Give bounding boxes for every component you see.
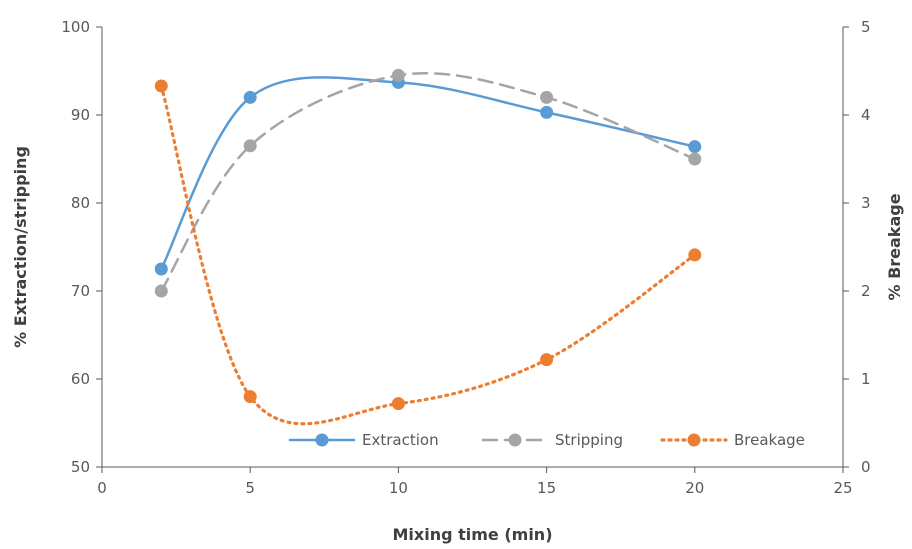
- data-point-breakage: [154, 79, 168, 93]
- y-tick-label: 80: [71, 194, 90, 212]
- data-point-stripping: [391, 68, 405, 82]
- x-tick-label: 25: [833, 479, 852, 497]
- data-point-stripping: [540, 90, 554, 104]
- y-tick-label: 60: [71, 370, 90, 388]
- y-tick-label: 100: [61, 18, 90, 36]
- series-breakage: [154, 79, 702, 426]
- data-point-breakage: [540, 353, 554, 367]
- y2-tick-label: 2: [861, 282, 871, 300]
- legend: Extraction Stripping Breakage: [288, 431, 805, 449]
- data-point-extraction: [688, 140, 702, 154]
- axes: 0 5 10 15 20 25 50 60 70 80 90 100 0 1 2 3 4 5: [61, 18, 870, 497]
- data-point-stripping: [154, 284, 168, 298]
- legend-entry-breakage: Breakage: [660, 431, 805, 449]
- x-tick-label: 10: [389, 479, 408, 497]
- y-tick-label: 50: [71, 458, 90, 476]
- legend-swatch-marker: [315, 433, 329, 447]
- data-point-extraction: [243, 90, 257, 104]
- y2-tick-label: 3: [861, 194, 871, 212]
- y2-axis-title: % Breakage: [885, 193, 904, 300]
- y2-tick-label: 1: [861, 370, 871, 388]
- legend-label: Stripping: [555, 431, 623, 449]
- x-tick-label: 15: [537, 479, 556, 497]
- legend-swatch-marker: [687, 433, 701, 447]
- series-stripping: [154, 68, 702, 298]
- data-point-breakage: [243, 390, 257, 404]
- series-layer: [154, 68, 702, 426]
- y-axis-title: % Extraction/stripping: [11, 146, 30, 348]
- x-tick-label: 0: [97, 479, 107, 497]
- data-point-breakage: [391, 397, 405, 411]
- data-point-breakage: [688, 248, 702, 262]
- data-point-extraction: [540, 105, 554, 119]
- series-line-breakage: [159, 84, 697, 426]
- data-point-stripping: [243, 139, 257, 153]
- legend-swatch-marker: [508, 433, 522, 447]
- y-tick-label: 70: [71, 282, 90, 300]
- legend-entry-extraction: Extraction: [288, 431, 439, 449]
- y2-tick-label: 5: [861, 18, 871, 36]
- legend-label: Extraction: [362, 431, 439, 449]
- data-point-stripping: [688, 152, 702, 166]
- legend-label: Breakage: [734, 431, 805, 449]
- y-tick-label: 90: [71, 106, 90, 124]
- x-axis-title: Mixing time (min): [392, 525, 552, 544]
- y2-tick-label: 4: [861, 106, 871, 124]
- legend-entry-stripping: Stripping: [481, 431, 623, 449]
- data-point-extraction: [154, 262, 168, 276]
- x-tick-label: 20: [685, 479, 704, 497]
- series-line-extraction: [160, 76, 697, 271]
- series-extraction: [154, 75, 702, 276]
- x-tick-label: 5: [245, 479, 255, 497]
- y2-tick-label: 0: [861, 458, 871, 476]
